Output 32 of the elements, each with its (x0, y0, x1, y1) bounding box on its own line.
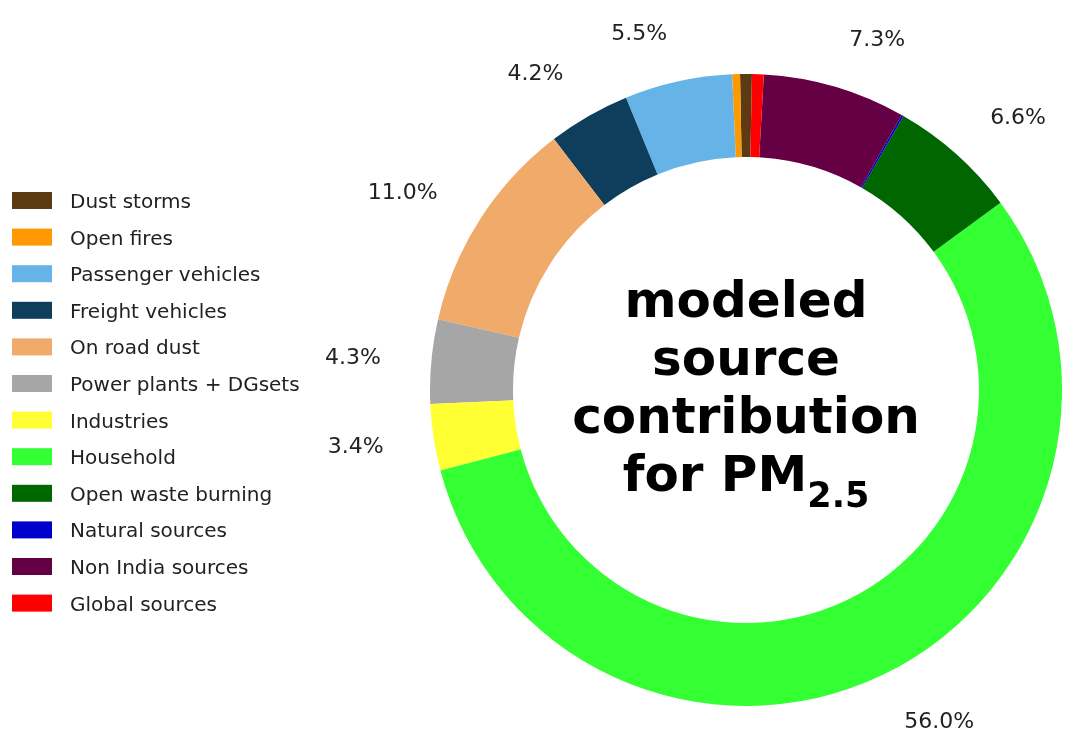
legend-label: Power plants + DGsets (70, 372, 300, 396)
legend-label: Freight vehicles (70, 298, 227, 323)
legend-label: Open fires (70, 225, 173, 250)
legend-label: Open waste burning (70, 481, 273, 506)
donut-slice (860, 115, 904, 188)
data-label: 4.2% (507, 59, 564, 85)
data-label: 56.0% (904, 708, 975, 731)
data-label: 11.0% (367, 179, 438, 205)
legend-label: Global sources (70, 591, 217, 616)
donut-slice (740, 74, 752, 158)
data-label: 5.5% (611, 19, 668, 45)
legend-label: Natural sources (70, 518, 227, 543)
donut-slice (430, 319, 519, 404)
donut-slice (625, 74, 736, 175)
donut-slice (759, 74, 902, 188)
legend-label: Industries (70, 408, 169, 433)
legend-label: Passenger vehicles (70, 262, 261, 287)
legend-label: Dust storms (70, 189, 191, 213)
donut-slice (430, 400, 521, 471)
donut-slice (732, 74, 742, 158)
legend-label: On road dust (70, 335, 200, 360)
legend-label: Household (70, 445, 176, 470)
text: modeled source contribution for PM$_{2.5}$ (572, 270, 920, 515)
data-label: 4.3% (325, 344, 381, 370)
donut-slice (750, 74, 764, 158)
donut-slice (553, 97, 658, 205)
legend-label: Non India sources (70, 555, 249, 579)
data-label: 7.3% (849, 26, 906, 52)
donut-slice (440, 202, 1062, 706)
donut-slice (438, 139, 605, 338)
data-label: 3.4% (327, 432, 384, 458)
data-label: 6.6% (990, 104, 1047, 130)
